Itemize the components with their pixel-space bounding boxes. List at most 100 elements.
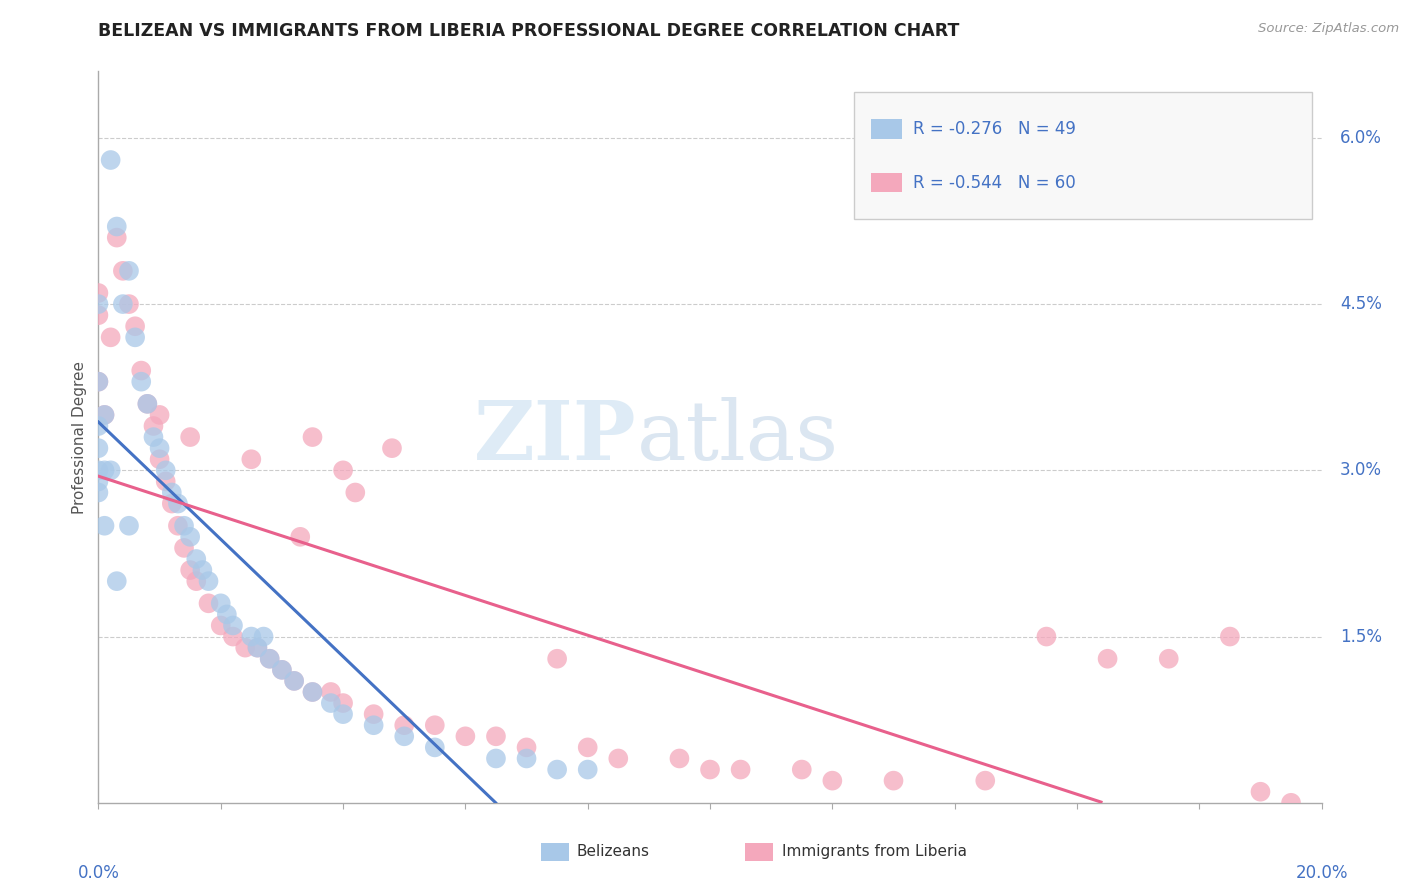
Point [790, 763, 813, 777]
Point [100, 330, 122, 344]
Point [319, 685, 342, 699]
Point [87, 375, 110, 389]
Point [607, 751, 630, 765]
Point [332, 463, 354, 477]
Point [93, 518, 115, 533]
Point [332, 696, 354, 710]
Point [93, 463, 115, 477]
Point [179, 430, 201, 444]
Point [454, 729, 477, 743]
Point [87, 463, 110, 477]
Point [160, 497, 183, 511]
Point [179, 530, 201, 544]
Point [546, 651, 568, 665]
Point [124, 330, 146, 344]
Point [392, 729, 416, 743]
Point [270, 663, 294, 677]
Point [883, 773, 905, 788]
Point [222, 630, 245, 644]
Point [259, 651, 281, 665]
Point [160, 485, 183, 500]
Text: 0.0%: 0.0% [77, 863, 120, 882]
Point [1097, 651, 1119, 665]
Point [100, 463, 122, 477]
Point [1157, 651, 1180, 665]
Point [1250, 785, 1272, 799]
Point [821, 773, 844, 788]
Point [149, 408, 172, 422]
Point [136, 397, 159, 411]
Point [423, 740, 446, 755]
Point [699, 763, 721, 777]
Point [167, 518, 190, 533]
Point [186, 574, 208, 589]
Point [1035, 630, 1057, 644]
Point [668, 751, 690, 765]
Point [118, 518, 141, 533]
Point [173, 541, 195, 555]
Point [105, 219, 128, 234]
Point [974, 773, 997, 788]
Point [87, 285, 110, 300]
Point [118, 264, 141, 278]
Text: 1.5%: 1.5% [1340, 628, 1382, 646]
Y-axis label: Professional Degree: Professional Degree [72, 360, 87, 514]
Text: 3.0%: 3.0% [1340, 461, 1382, 479]
Point [191, 563, 214, 577]
Point [87, 441, 110, 455]
Point [222, 618, 245, 632]
Point [301, 430, 323, 444]
Text: 4.5%: 4.5% [1340, 295, 1382, 313]
Point [270, 663, 294, 677]
Point [87, 419, 110, 434]
Point [129, 375, 152, 389]
Text: 6.0%: 6.0% [1340, 128, 1382, 147]
Point [87, 308, 110, 322]
Text: R = -0.276   N = 49: R = -0.276 N = 49 [912, 120, 1076, 138]
Point [167, 497, 190, 511]
Point [283, 673, 305, 688]
Point [344, 485, 367, 500]
Text: BELIZEAN VS IMMIGRANTS FROM LIBERIA PROFESSIONAL DEGREE CORRELATION CHART: BELIZEAN VS IMMIGRANTS FROM LIBERIA PROF… [98, 22, 960, 40]
Point [129, 363, 152, 377]
Point [186, 552, 208, 566]
Point [124, 319, 146, 334]
Point [111, 297, 134, 311]
Point [283, 673, 305, 688]
Point [730, 763, 752, 777]
Point [142, 430, 165, 444]
Point [246, 640, 269, 655]
Point [209, 618, 232, 632]
Point [246, 640, 269, 655]
Point [155, 463, 177, 477]
Point [1219, 630, 1241, 644]
Point [319, 696, 342, 710]
Point [149, 452, 172, 467]
Text: R = -0.544   N = 60: R = -0.544 N = 60 [912, 174, 1076, 192]
Point [423, 718, 446, 732]
Text: atlas: atlas [637, 397, 839, 477]
Point [252, 630, 274, 644]
Text: 20.0%: 20.0% [1295, 863, 1348, 882]
Point [290, 530, 312, 544]
Point [87, 297, 110, 311]
Point [87, 375, 110, 389]
Point [105, 230, 128, 244]
Point [259, 651, 281, 665]
Point [332, 707, 354, 722]
Point [240, 452, 263, 467]
Text: Belizeans: Belizeans [576, 845, 650, 859]
Point [209, 596, 232, 610]
Point [576, 763, 599, 777]
Point [240, 630, 263, 644]
Point [301, 685, 323, 699]
Point [363, 707, 385, 722]
Point [105, 574, 128, 589]
Point [179, 563, 201, 577]
Point [100, 153, 122, 167]
Point [136, 397, 159, 411]
Point [197, 596, 219, 610]
Point [118, 297, 141, 311]
Text: Source: ZipAtlas.com: Source: ZipAtlas.com [1258, 22, 1399, 36]
Point [149, 441, 172, 455]
